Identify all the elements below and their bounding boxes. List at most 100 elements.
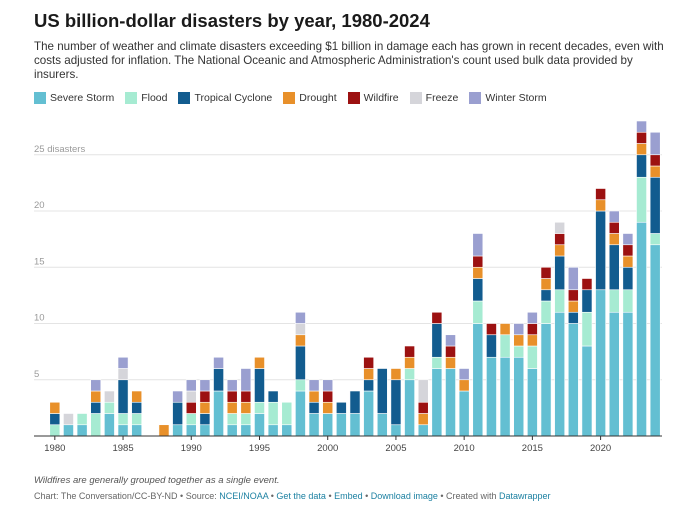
legend-item-winter-storm: Winter Storm xyxy=(469,92,547,104)
bar-severe-storm-1986 xyxy=(131,424,143,437)
bar-tropical-cyclone-1983 xyxy=(90,401,102,414)
bar-flood-2021 xyxy=(608,289,620,313)
bar-tropical-cyclone-2012 xyxy=(486,334,497,358)
bar-drought-2014 xyxy=(513,334,525,347)
bar-winter-storm-2010 xyxy=(458,368,470,381)
bar-chart: 5 10 15 20 25 disasters 1980 1985 1990 1995 2000 2… xyxy=(34,120,662,453)
bar-severe-storm-2012 xyxy=(486,356,497,437)
legend-swatch xyxy=(409,92,422,104)
x-tick-label: 1980 xyxy=(44,443,65,453)
x-tick-label: 2000 xyxy=(317,443,338,453)
bar-severe-storm-1989 xyxy=(172,424,183,437)
bar-severe-storm-2011 xyxy=(472,323,484,437)
embed-link[interactable]: Embed xyxy=(334,491,363,501)
bar-freeze-1985 xyxy=(117,368,129,381)
bar-freeze-2007 xyxy=(417,379,429,403)
bar-wildfire-2012 xyxy=(486,323,497,336)
bar-wildfire-2011 xyxy=(472,255,484,268)
bar-flood-2011 xyxy=(472,300,484,324)
bar-winter-storm-1993 xyxy=(226,379,238,392)
bar-severe-storm-1992 xyxy=(213,390,224,437)
bar-flood-1997 xyxy=(281,401,293,426)
bar-tropical-cyclone-1985 xyxy=(117,379,129,414)
bar-drought-2006 xyxy=(404,356,415,369)
bar-wildfire-2008 xyxy=(431,311,443,324)
chart-footer: Chart: The Conversation/CC-BY-ND • Sourc… xyxy=(34,491,551,501)
bar-tropical-cyclone-2001 xyxy=(336,401,347,414)
bar-wildfire-1990 xyxy=(185,401,197,414)
bar-tropical-cyclone-1995 xyxy=(254,368,265,403)
bar-tropical-cyclone-2004 xyxy=(376,368,388,414)
footer-separator: • Created with xyxy=(437,491,500,501)
bar-drought-2011 xyxy=(472,266,484,279)
bar-winter-storm-2018 xyxy=(567,266,579,291)
bar-winter-storm-2024 xyxy=(649,131,661,156)
y-tick-label: 5 xyxy=(34,369,39,380)
source-link[interactable]: NCEI/NOAA xyxy=(219,491,269,501)
bar-tropical-cyclone-1996 xyxy=(267,390,279,403)
bar-wildfire-2003 xyxy=(363,356,374,369)
bar-flood-2022 xyxy=(622,289,634,313)
bar-drought-2000 xyxy=(322,401,334,414)
bar-tropical-cyclone-1999 xyxy=(308,401,320,414)
bar-winter-storm-1990 xyxy=(185,379,197,392)
bar-severe-storm-2019 xyxy=(581,345,593,437)
legend-item-freeze: Freeze xyxy=(409,92,458,104)
bar-drought-2024 xyxy=(649,165,661,178)
bar-tropical-cyclone-2016 xyxy=(540,289,552,302)
bar-severe-storm-1985 xyxy=(117,424,129,437)
chart-description: The number of weather and climate disast… xyxy=(34,40,664,81)
bar-wildfire-2006 xyxy=(404,345,415,358)
bar-wildfire-1991 xyxy=(199,390,211,403)
bar-freeze-1998 xyxy=(295,323,306,336)
bar-drought-2003 xyxy=(363,368,374,381)
legend-swatch xyxy=(283,92,296,104)
legend-swatch xyxy=(347,92,360,104)
x-tick-label: 2010 xyxy=(454,443,475,453)
bar-wildfire-1994 xyxy=(240,390,252,403)
bar-wildfire-2017 xyxy=(554,233,566,246)
bar-drought-2016 xyxy=(540,278,552,291)
legend-item-drought: Drought xyxy=(283,92,337,104)
bar-drought-1995 xyxy=(254,356,265,369)
bar-drought-2009 xyxy=(445,356,456,369)
get-data-link[interactable]: Get the data xyxy=(276,491,326,501)
bar-winter-storm-1999 xyxy=(308,379,320,392)
legend-item-flood: Flood xyxy=(125,92,167,104)
bar-wildfire-2018 xyxy=(567,289,579,302)
bar-drought-2018 xyxy=(567,300,579,313)
bar-tropical-cyclone-1998 xyxy=(295,345,306,381)
bar-drought-1986 xyxy=(131,390,143,403)
legend-label: Winter Storm xyxy=(485,92,547,104)
bar-flood-1990 xyxy=(185,413,197,426)
download-image-link[interactable]: Download image xyxy=(370,491,438,501)
bar-flood-1982 xyxy=(76,413,88,426)
bar-winter-storm-2015 xyxy=(527,311,538,324)
legend-item-wildfire: Wildfire xyxy=(347,92,399,104)
legend-label: Tropical Cyclone xyxy=(194,92,273,104)
bar-tropical-cyclone-2005 xyxy=(390,379,402,426)
bar-wildfire-2015 xyxy=(527,323,538,336)
bar-severe-storm-2006 xyxy=(404,379,415,437)
bar-severe-storm-2015 xyxy=(527,368,538,437)
bar-tropical-cyclone-2011 xyxy=(472,278,484,302)
datawrapper-link[interactable]: Datawrapper xyxy=(499,491,551,501)
bar-freeze-1981 xyxy=(63,413,74,426)
bar-winter-storm-1983 xyxy=(90,379,102,392)
bar-flood-2019 xyxy=(581,311,593,347)
bar-drought-2007 xyxy=(417,413,429,426)
bar-severe-storm-2001 xyxy=(336,413,347,437)
legend-label: Severe Storm xyxy=(50,92,115,104)
x-tick-label: 1985 xyxy=(112,443,133,453)
bar-severe-storm-1991 xyxy=(199,424,211,437)
bar-flood-2015 xyxy=(527,345,538,369)
bar-tropical-cyclone-1991 xyxy=(199,413,211,426)
legend: Severe Storm Flood Tropical Cyclone Drou… xyxy=(34,92,558,104)
bar-drought-1993 xyxy=(226,401,238,414)
x-tick-label: 2020 xyxy=(590,443,611,453)
bar-drought-2010 xyxy=(458,379,470,392)
bar-flood-2016 xyxy=(540,300,552,324)
bar-severe-storm-2005 xyxy=(390,424,402,437)
bar-wildfire-2024 xyxy=(649,154,661,167)
bar-flood-2024 xyxy=(649,233,661,246)
